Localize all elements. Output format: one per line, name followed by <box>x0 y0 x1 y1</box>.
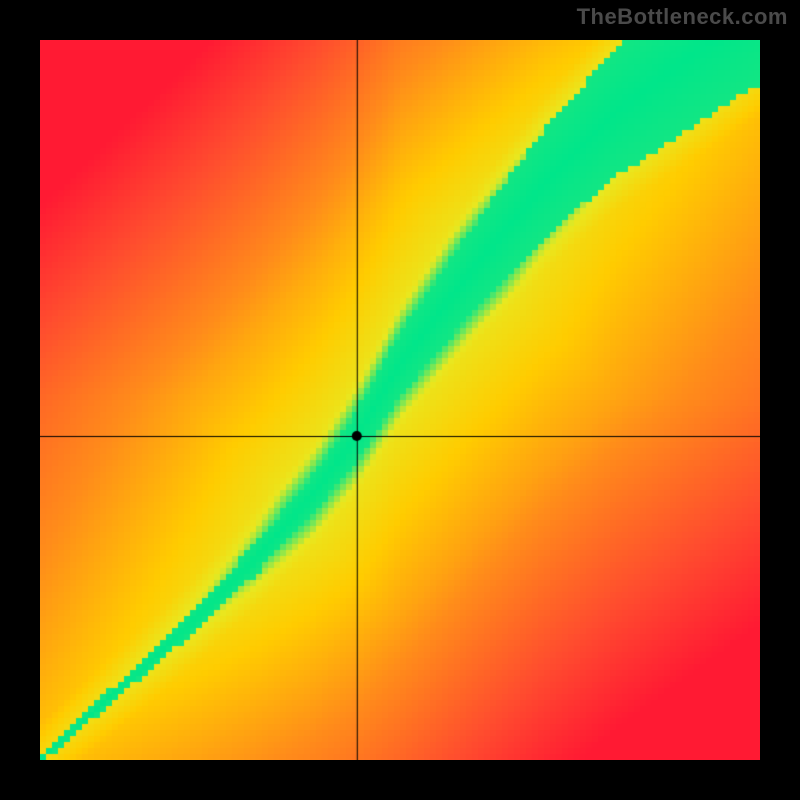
watermark-text: TheBottleneck.com <box>577 4 788 30</box>
heatmap-canvas <box>40 40 760 760</box>
heatmap-plot <box>40 40 760 760</box>
